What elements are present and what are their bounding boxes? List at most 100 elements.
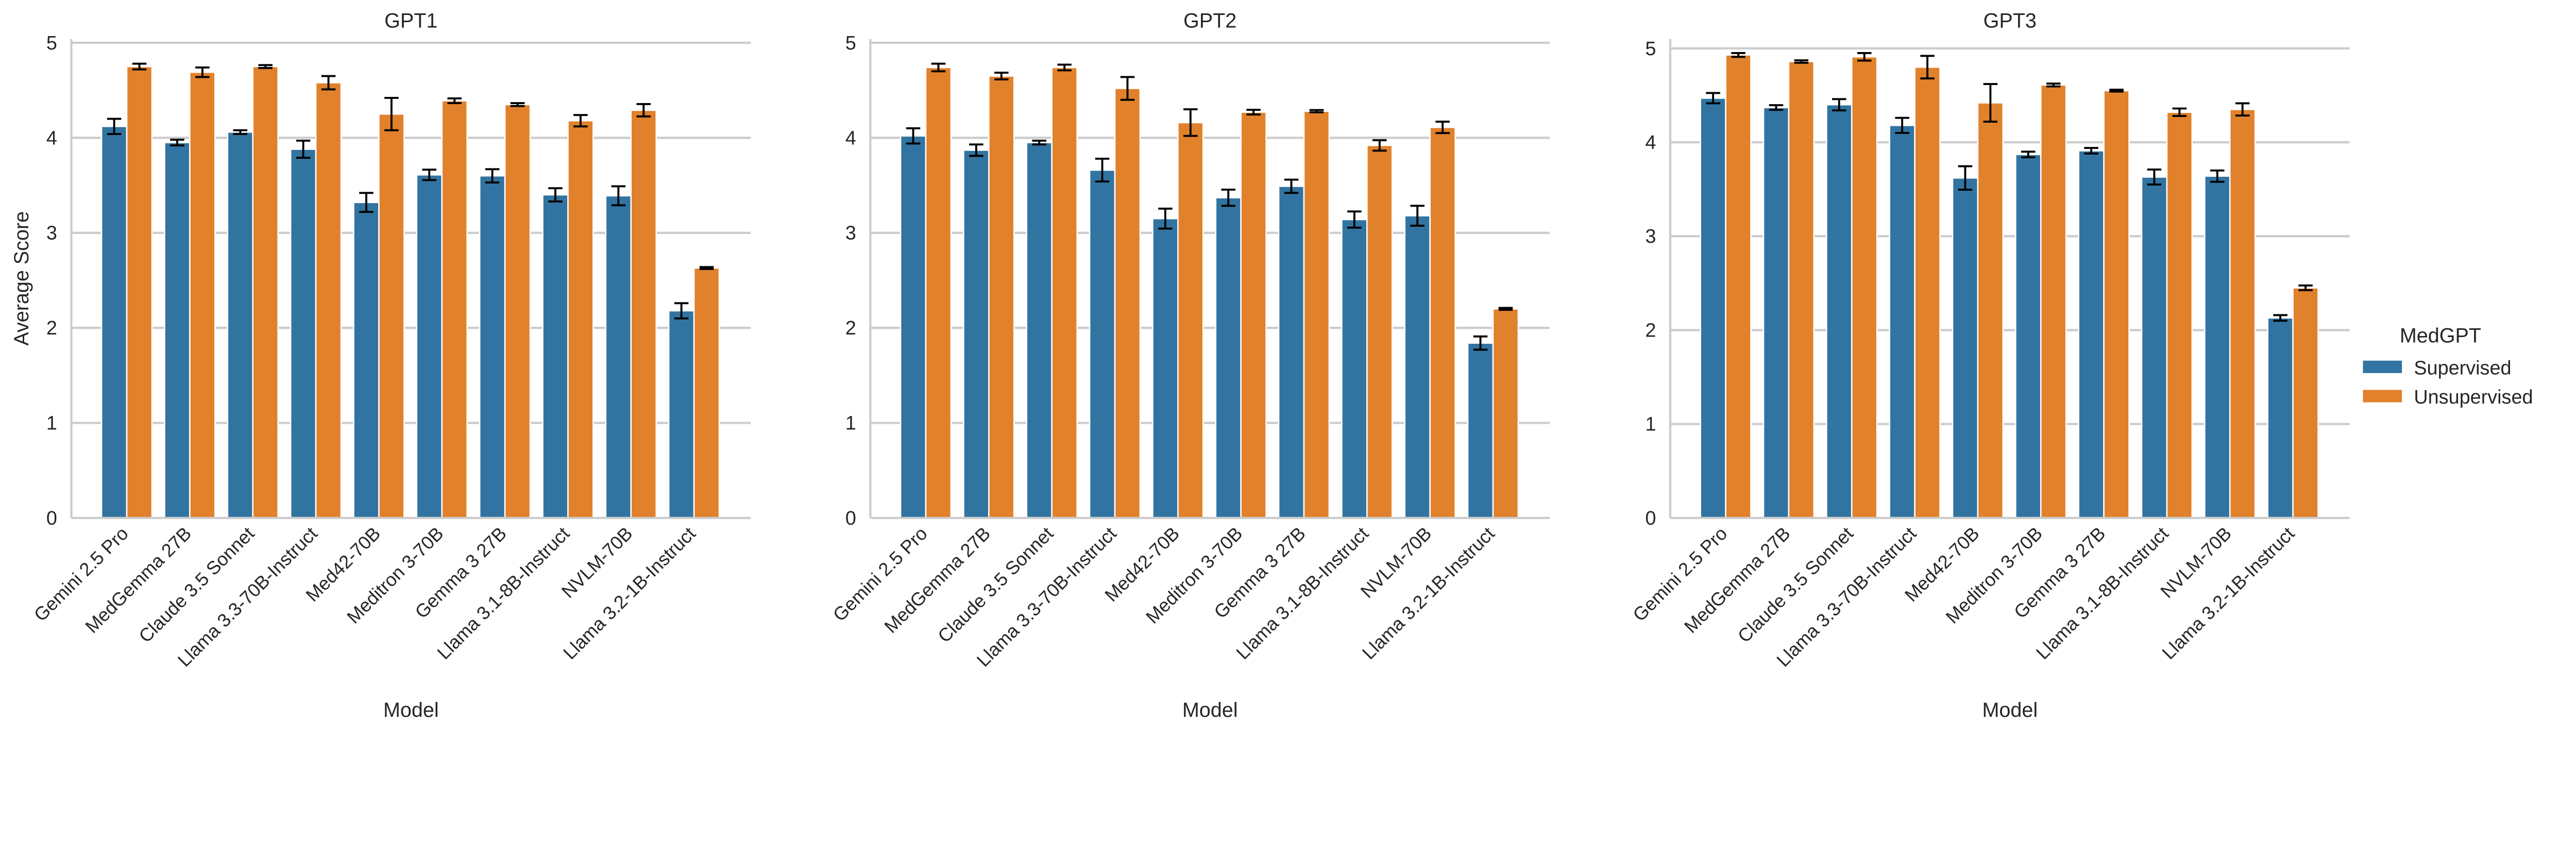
bar-supervised-4 <box>1152 217 1179 519</box>
bar-supervised-8 <box>2204 175 2231 519</box>
bar-unsupervised-2 <box>252 65 279 519</box>
errorbar-unsupervised-6 <box>1309 109 1324 113</box>
errorbar-supervised-4 <box>1958 165 1973 191</box>
legend-swatch-supervised <box>2363 360 2402 373</box>
subplot-title: GPT1 <box>384 9 437 32</box>
bar-unsupervised-0 <box>925 66 952 519</box>
bar-supervised-8 <box>1404 215 1431 519</box>
subplot-title: GPT3 <box>1984 9 2037 32</box>
bar-supervised-3 <box>290 148 317 519</box>
bar-unsupervised-2 <box>1851 56 1878 519</box>
y-tick-label: 5 <box>1645 38 1656 60</box>
errorbar-unsupervised-0 <box>132 62 147 71</box>
errorbar-supervised-0 <box>107 118 122 135</box>
legend: MedGPT Supervised Unsupervised <box>2363 325 2533 408</box>
bar-unsupervised-8 <box>630 109 657 519</box>
errorbar-unsupervised-8 <box>2235 102 2250 117</box>
y-tick-label: 1 <box>845 412 856 434</box>
y-tick-label: 3 <box>46 223 57 244</box>
y-tick-label: 5 <box>845 32 856 54</box>
x-tick-label: MedGemma 27B <box>1680 523 1794 637</box>
errorbar-supervised-3 <box>1895 116 1909 134</box>
errorbar-unsupervised-1 <box>1794 59 1809 64</box>
bar-supervised-0 <box>1700 97 1726 519</box>
errorbar-unsupervised-4 <box>384 97 399 131</box>
bar-unsupervised-6 <box>504 104 531 519</box>
errorbar-unsupervised-5 <box>2046 82 2061 88</box>
bar-unsupervised-1 <box>988 75 1015 519</box>
errorbar-unsupervised-2 <box>1857 52 1872 62</box>
errorbar-supervised-9 <box>2273 314 2287 322</box>
y-tick-label: 2 <box>845 317 856 339</box>
x-axis-label: Model <box>1182 699 1238 722</box>
errorbar-supervised-6 <box>2084 147 2098 155</box>
errorbar-unsupervised-7 <box>1372 139 1387 152</box>
bar-supervised-4 <box>353 202 380 519</box>
bar-supervised-4 <box>1952 177 1979 519</box>
errorbar-supervised-9 <box>674 302 689 320</box>
bar-supervised-5 <box>416 174 443 519</box>
bar-supervised-2 <box>1026 142 1053 519</box>
y-tick-label: 0 <box>46 508 57 529</box>
y-tick-label: 1 <box>46 412 57 434</box>
x-tick-label: MedGemma 27B <box>880 523 994 637</box>
bar-unsupervised-9 <box>693 267 720 519</box>
errorbar-unsupervised-0 <box>1731 52 1745 58</box>
bar-supervised-1 <box>1762 107 1790 519</box>
bar-unsupervised-3 <box>1914 66 1941 519</box>
x-tick-label: MedGemma 27B <box>81 523 195 637</box>
bar-supervised-7 <box>2141 176 2168 519</box>
errorbar-unsupervised-2 <box>1057 63 1072 72</box>
errorbar-unsupervised-3 <box>1120 76 1135 101</box>
errorbar-supervised-5 <box>422 169 437 181</box>
legend-title: MedGPT <box>2400 325 2481 347</box>
errorbar-supervised-1 <box>170 139 184 147</box>
bar-supervised-5 <box>2015 154 2042 519</box>
bar-supervised-6 <box>2078 150 2105 519</box>
y-tick-label: 4 <box>1645 132 1656 154</box>
y-tick-label: 2 <box>46 317 57 339</box>
bar-unsupervised-9 <box>1492 308 1519 519</box>
errorbar-unsupervised-6 <box>510 102 525 107</box>
errorbar-unsupervised-2 <box>258 64 273 69</box>
bar-supervised-5 <box>1215 197 1242 519</box>
errorbar-supervised-2 <box>1832 98 1846 112</box>
errorbar-supervised-6 <box>485 168 500 184</box>
bar-supervised-9 <box>1467 342 1494 519</box>
errorbar-supervised-8 <box>611 185 626 207</box>
bar-unsupervised-0 <box>1725 54 1752 519</box>
errorbar-unsupervised-5 <box>1246 109 1261 116</box>
bar-supervised-0 <box>900 135 927 519</box>
errorbar-unsupervised-3 <box>321 75 336 91</box>
errorbar-unsupervised-3 <box>1920 55 1935 80</box>
bar-supervised-8 <box>605 195 632 519</box>
errorbar-supervised-6 <box>1284 178 1299 194</box>
errorbar-unsupervised-8 <box>1435 121 1450 135</box>
bar-unsupervised-4 <box>1177 122 1204 519</box>
errorbar-unsupervised-1 <box>195 66 210 78</box>
errorbar-unsupervised-6 <box>2109 89 2124 93</box>
x-tick-label: Claude 3.5 Sonnet <box>934 523 1057 646</box>
y-tick-label: 0 <box>845 508 856 529</box>
bar-unsupervised-6 <box>1303 110 1330 519</box>
bar-unsupervised-1 <box>1788 61 1815 519</box>
errorbar-supervised-1 <box>969 143 984 157</box>
errorbar-unsupervised-0 <box>931 62 946 73</box>
y-tick-label: 1 <box>1645 414 1656 435</box>
bar-supervised-1 <box>963 149 990 519</box>
y-axis-label: Average Score <box>10 211 33 346</box>
errorbar-supervised-9 <box>1473 335 1488 351</box>
legend-swatch-unsupervised <box>2363 390 2402 403</box>
x-tick-label: Claude 3.5 Sonnet <box>1734 523 1857 646</box>
errorbar-supervised-0 <box>906 127 921 145</box>
x-tick-label: Claude 3.5 Sonnet <box>134 523 258 646</box>
errorbar-unsupervised-1 <box>994 72 1009 80</box>
bar-unsupervised-4 <box>378 113 405 519</box>
bar-unsupervised-0 <box>126 65 153 519</box>
y-tick-label: 3 <box>845 223 856 244</box>
bar-supervised-9 <box>2267 317 2294 519</box>
bar-supervised-6 <box>479 175 506 519</box>
errorbar-supervised-1 <box>1769 104 1784 111</box>
